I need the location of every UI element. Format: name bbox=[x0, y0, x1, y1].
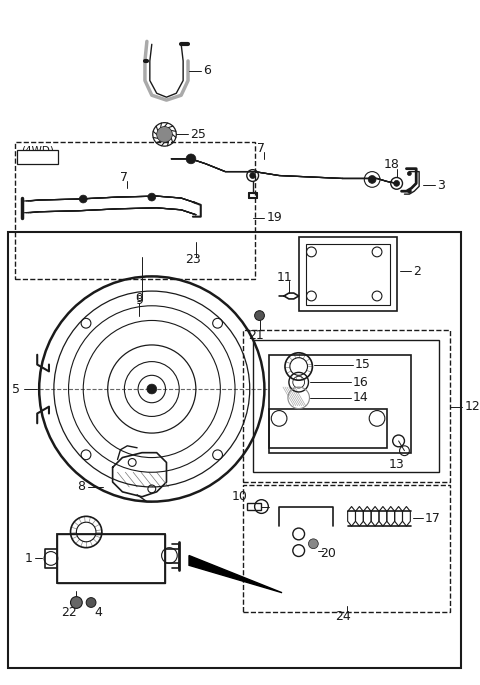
Circle shape bbox=[250, 173, 256, 179]
Circle shape bbox=[368, 175, 376, 184]
Text: 18: 18 bbox=[384, 158, 400, 171]
Text: 19: 19 bbox=[266, 211, 282, 224]
Bar bbox=[243, 330, 451, 482]
Bar bbox=[243, 485, 451, 612]
Polygon shape bbox=[189, 556, 282, 593]
Text: 20: 20 bbox=[320, 547, 336, 560]
Bar bbox=[299, 237, 396, 311]
Circle shape bbox=[408, 172, 411, 175]
Circle shape bbox=[156, 127, 172, 142]
Bar bbox=[247, 503, 262, 510]
Bar bbox=[15, 142, 254, 279]
Bar bbox=[269, 355, 411, 453]
Text: 1: 1 bbox=[24, 552, 32, 565]
Text: 21: 21 bbox=[248, 329, 264, 342]
Text: 3: 3 bbox=[437, 179, 444, 192]
Text: 9: 9 bbox=[135, 295, 143, 308]
Text: 4: 4 bbox=[94, 606, 102, 619]
Circle shape bbox=[79, 195, 87, 203]
Circle shape bbox=[148, 193, 156, 201]
Text: (4WD): (4WD) bbox=[21, 145, 54, 155]
Circle shape bbox=[408, 189, 411, 193]
Circle shape bbox=[254, 311, 264, 321]
Circle shape bbox=[186, 154, 196, 164]
Bar bbox=[306, 244, 390, 305]
Text: 12: 12 bbox=[464, 400, 480, 413]
Text: 13: 13 bbox=[389, 458, 405, 471]
Text: 10: 10 bbox=[232, 490, 248, 503]
Text: 16: 16 bbox=[352, 375, 368, 388]
Text: 8: 8 bbox=[77, 480, 85, 493]
Circle shape bbox=[309, 539, 318, 549]
Text: 2: 2 bbox=[413, 265, 421, 278]
Circle shape bbox=[147, 384, 156, 394]
Text: 24: 24 bbox=[335, 610, 350, 623]
Text: 15: 15 bbox=[355, 358, 371, 371]
Text: 9: 9 bbox=[135, 292, 143, 306]
Text: 11: 11 bbox=[277, 271, 293, 284]
Text: 22: 22 bbox=[60, 606, 76, 619]
Bar bbox=[252, 340, 439, 472]
Text: 7: 7 bbox=[257, 142, 265, 155]
Text: 14: 14 bbox=[352, 391, 368, 404]
Bar bbox=[57, 534, 165, 583]
Text: 6: 6 bbox=[203, 64, 211, 77]
Bar bbox=[17, 150, 58, 164]
Text: 17: 17 bbox=[425, 512, 441, 525]
Text: 25: 25 bbox=[190, 128, 206, 141]
Text: 7: 7 bbox=[120, 171, 128, 184]
Text: 5: 5 bbox=[12, 382, 20, 395]
Bar bbox=[57, 534, 165, 583]
Circle shape bbox=[394, 180, 399, 186]
Bar bbox=[8, 232, 461, 668]
Circle shape bbox=[71, 597, 82, 608]
Circle shape bbox=[86, 597, 96, 608]
Text: 23: 23 bbox=[185, 253, 201, 266]
Bar bbox=[269, 409, 387, 448]
